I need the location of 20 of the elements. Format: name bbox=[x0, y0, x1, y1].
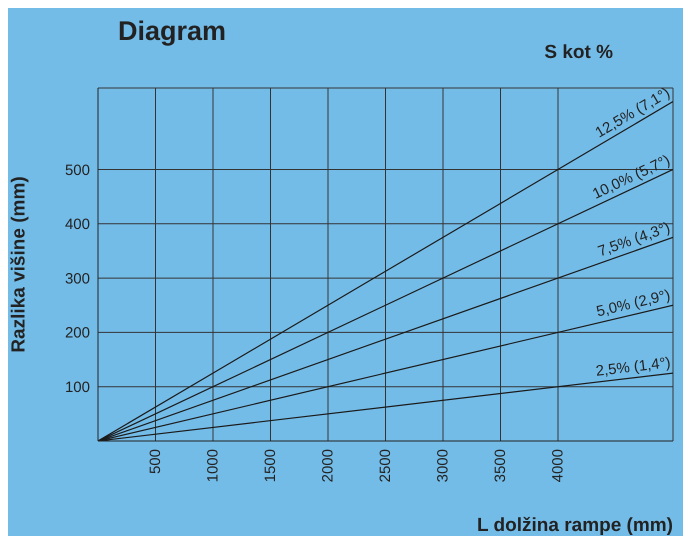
x-tick-label: 1500 bbox=[262, 449, 280, 482]
x-tick-label: 500 bbox=[147, 449, 164, 474]
chart-title: Diagram bbox=[118, 16, 226, 47]
y-tick-label: 500 bbox=[64, 162, 90, 179]
x-tick-label: 2000 bbox=[320, 449, 337, 482]
x-axis-title: L dolžina rampe (mm) bbox=[476, 515, 673, 536]
text: 5,0% (2,9°) bbox=[594, 286, 672, 320]
x-tick-label: 1000 bbox=[204, 449, 222, 482]
y-axis-title: Razlika višine (mm) bbox=[8, 176, 30, 353]
x-tick-label: 2500 bbox=[377, 449, 394, 482]
x-tick-label: 3500 bbox=[492, 449, 510, 482]
y-tick-label: 300 bbox=[64, 270, 90, 288]
x-tick-label: 4000 bbox=[550, 449, 567, 482]
x-tick-label: 3000 bbox=[434, 449, 452, 482]
y-tick-label: 400 bbox=[64, 216, 90, 234]
y-tick-label: 200 bbox=[64, 324, 90, 342]
text: 7,5% (4,3°) bbox=[596, 219, 672, 260]
text: 2,5% (1,4°) bbox=[594, 354, 672, 380]
y-tick-label: 100 bbox=[64, 379, 90, 396]
legend-title: S kot % bbox=[544, 42, 613, 64]
